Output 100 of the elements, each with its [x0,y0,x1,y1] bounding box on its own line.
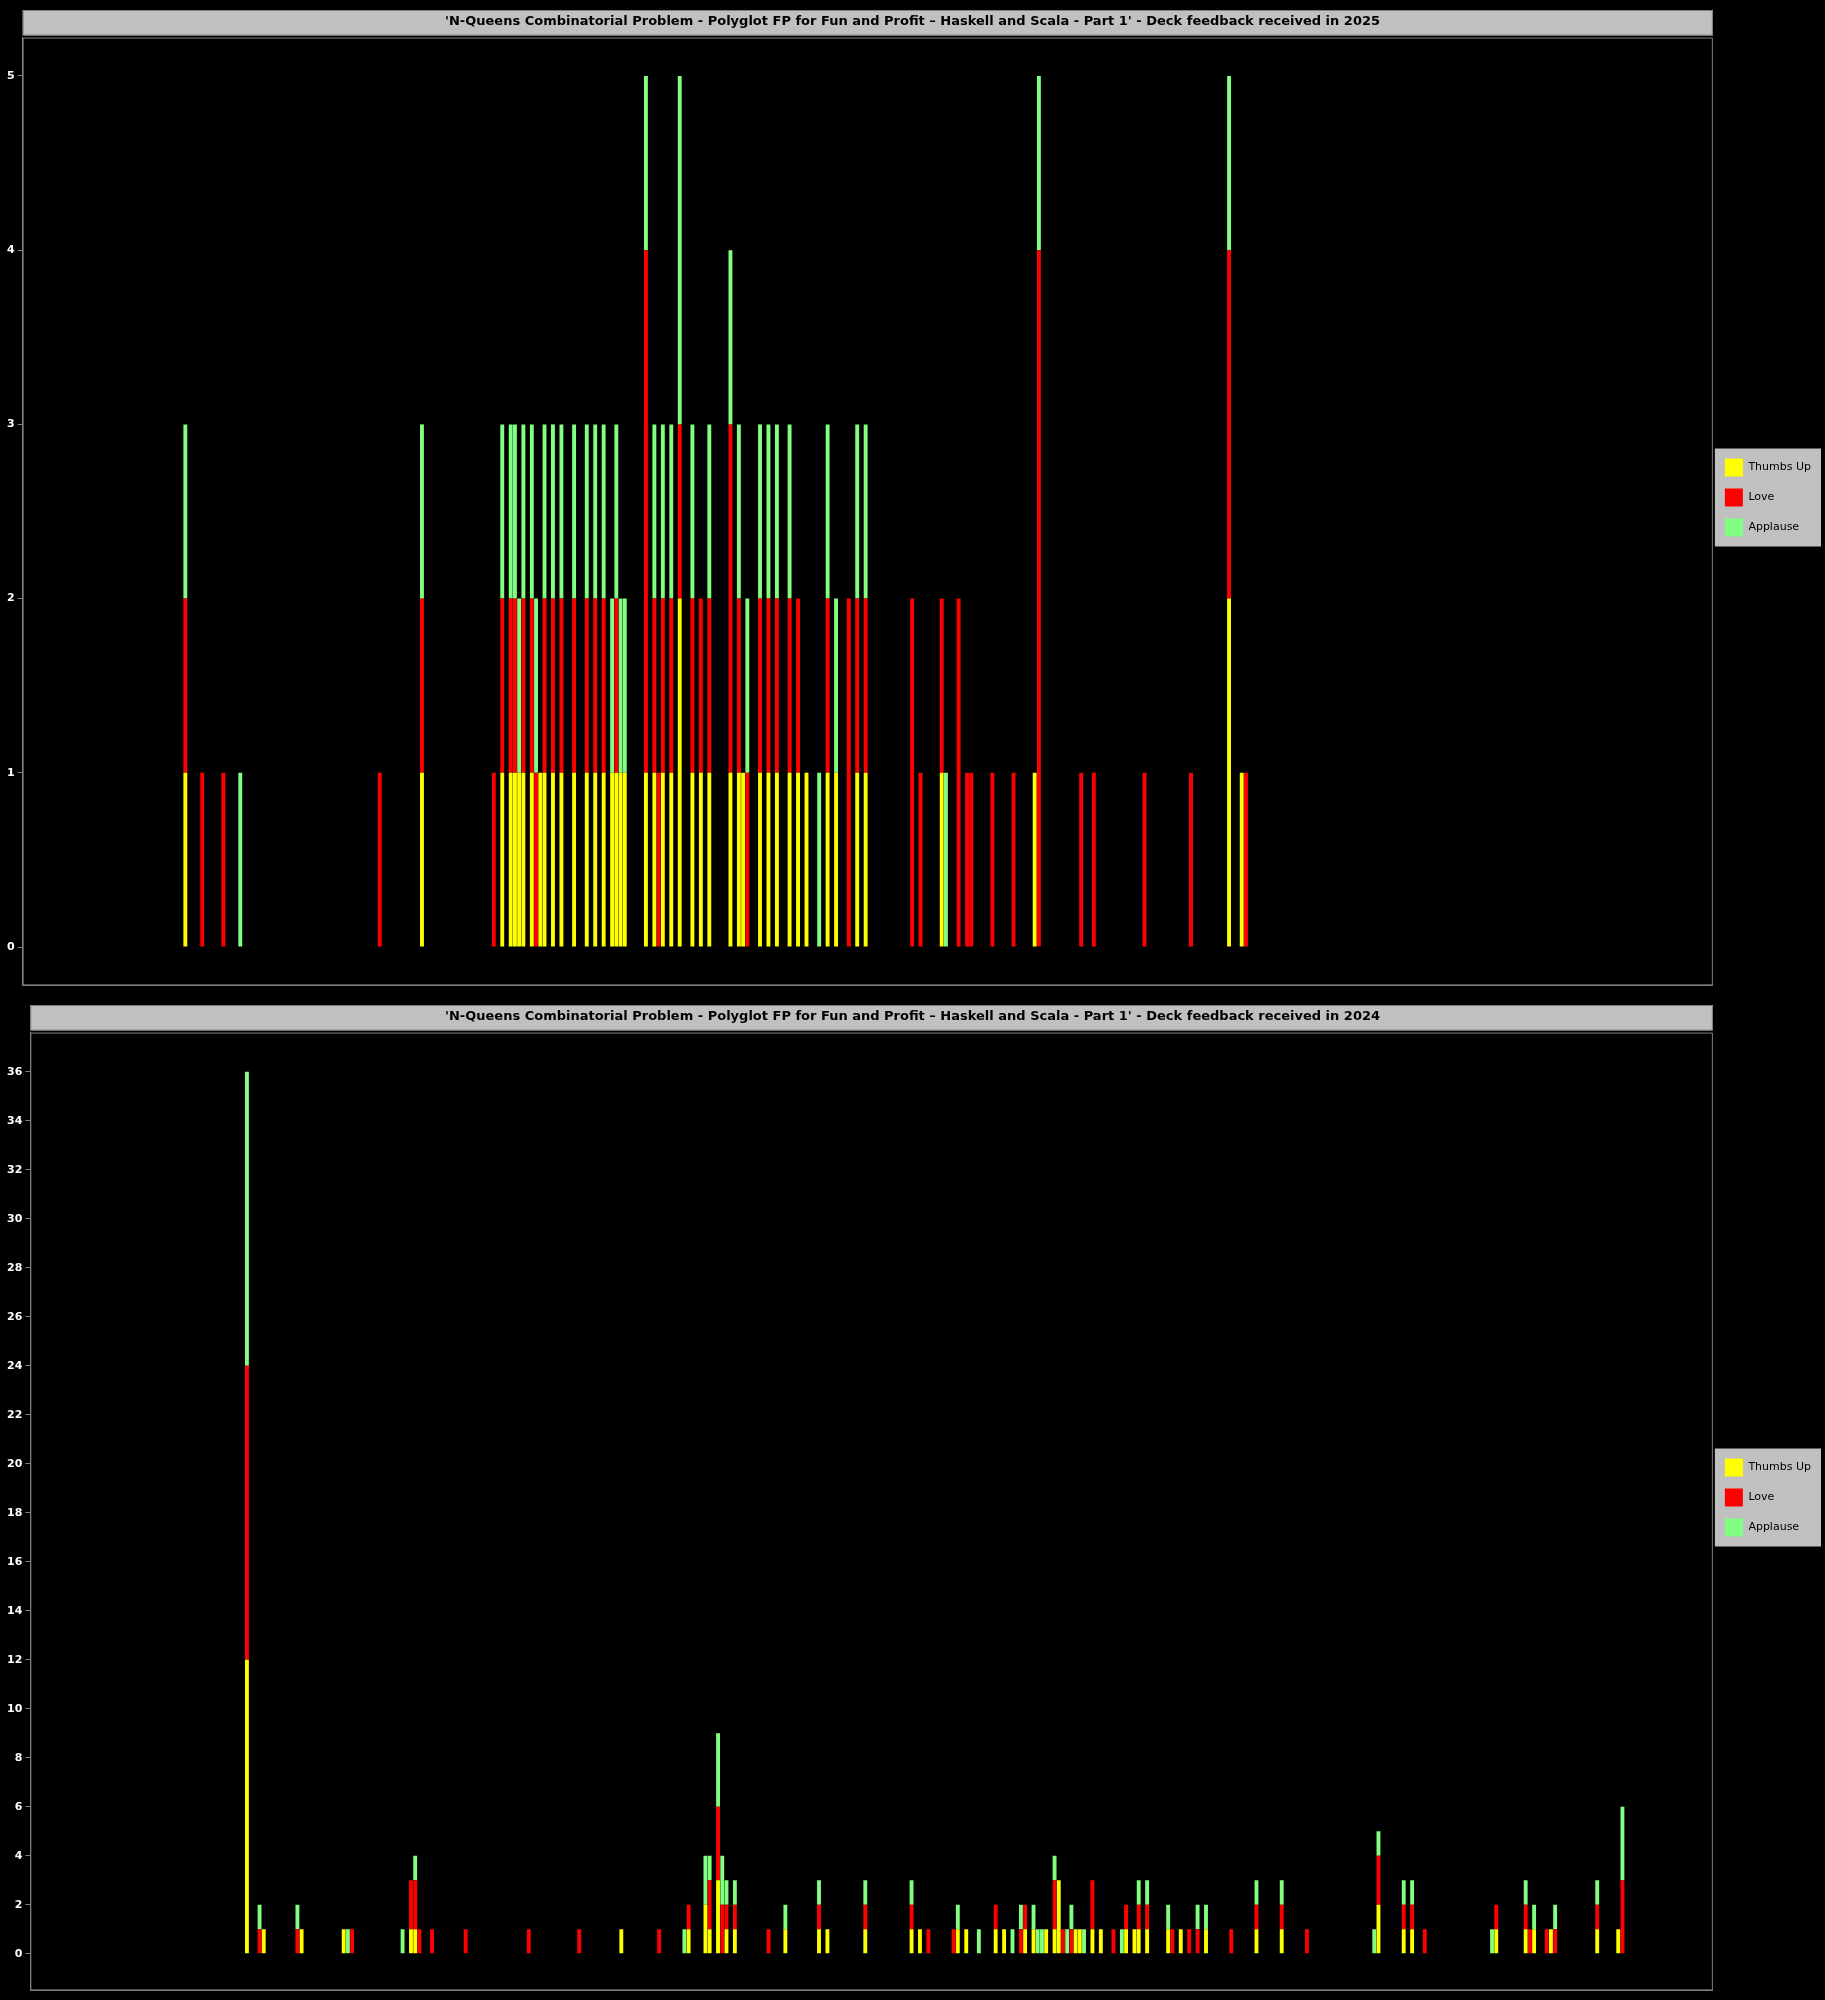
bar [572,598,577,773]
legend-label: Thumbs Up [1747,1460,1812,1474]
bar [200,772,205,947]
bar [1279,1880,1284,1905]
bar [1069,1929,1074,1954]
bar [745,772,750,947]
bar [1166,1904,1171,1930]
bar [584,598,589,773]
y-tick-label: 4 [7,243,15,257]
bar [534,598,538,773]
bar [238,772,243,947]
bar [601,598,606,773]
bar [863,598,868,773]
bar [1494,1929,1499,1954]
bar [716,1733,720,1807]
bar [1189,772,1193,947]
bar [1166,1929,1171,1954]
bar [682,1929,687,1954]
bar [584,424,589,599]
bar [413,1880,418,1930]
bar [657,1929,662,1954]
bar [783,1929,788,1954]
bar [1145,1904,1150,1930]
bar [572,424,577,599]
bar [993,1929,998,1954]
bar [413,1929,418,1954]
bar [910,598,915,947]
bar [1124,1929,1129,1954]
bar [643,75,648,251]
bar [521,424,526,599]
bar [1090,1880,1095,1930]
bar [643,772,648,947]
bar [720,1904,725,1954]
bar [825,598,830,773]
bar [593,424,598,599]
bar [918,772,923,947]
bar [774,772,779,947]
bar [855,424,860,599]
bar [409,1880,413,1930]
y-tick-label: 18 [7,1505,23,1519]
bar [783,1904,788,1930]
bar [377,772,382,947]
bar [939,772,944,947]
bar [409,1929,413,1954]
bar [728,772,733,947]
bar [245,1659,249,1954]
bar [1195,1904,1200,1930]
bar [677,598,682,947]
bar [622,598,627,773]
bar [572,772,577,947]
bar [508,772,513,947]
bar [1052,1880,1057,1930]
bar [707,424,712,599]
y-tick-label: 5 [7,68,15,82]
y-tick-label: 16 [7,1554,23,1568]
bar [551,424,555,599]
bar [295,1929,300,1954]
bar [855,772,860,947]
bar [1422,1929,1427,1954]
y-tick-label: 8 [14,1750,23,1764]
y-tick-label: 34 [7,1113,23,1127]
bar [1227,250,1231,599]
y-tick-label: 14 [7,1603,23,1617]
bar [716,1806,720,1881]
bar [652,598,657,773]
bar [1040,1929,1044,1954]
bar [939,598,944,773]
bar [652,424,657,599]
y-tick-label: 4 [14,1848,23,1862]
bar [825,424,830,599]
bar [1052,1855,1057,1881]
bar [559,598,564,773]
bar [1549,1929,1553,1954]
bar [955,1904,960,1930]
bar [855,598,860,773]
bar [863,1929,868,1954]
bar [1204,1904,1208,1930]
bar [1090,1929,1095,1954]
bar [1178,1929,1183,1954]
bar [834,772,839,947]
bar [618,772,623,947]
bar [1082,1929,1086,1954]
bar [990,772,995,947]
bar [643,250,648,773]
y-tick-label: 6 [14,1799,23,1813]
bar [817,1880,821,1905]
bar [969,772,974,947]
bar [413,1855,418,1881]
bar [1401,1929,1406,1954]
bar [1035,1929,1040,1954]
bar [1018,1929,1023,1954]
bar [707,598,712,773]
bar [732,1929,737,1954]
bar [741,772,746,947]
bar [526,1929,531,1954]
bar [559,424,564,599]
chart-title: 'N-Queens Combinatorial Problem - Polyglot FP for Fun and Profit – Haskell and Scala - Part 1' - Deck feedback received in 2024 [444,1008,1381,1024]
bar [500,424,505,599]
bar [512,772,517,947]
bar [299,1929,304,1954]
